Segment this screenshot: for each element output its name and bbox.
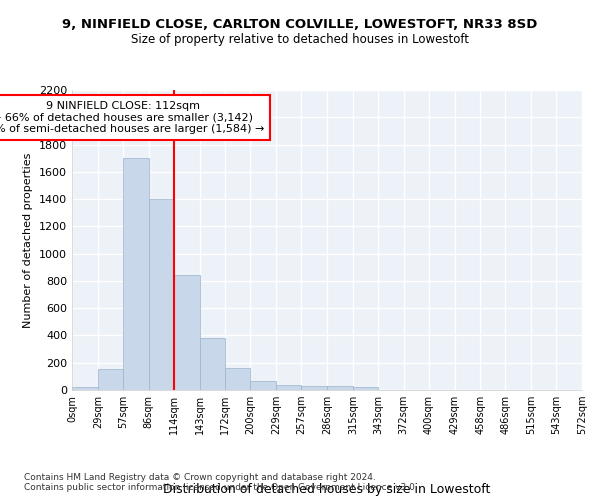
X-axis label: Distribution of detached houses by size in Lowestoft: Distribution of detached houses by size …	[163, 483, 491, 496]
Text: 9 NINFIELD CLOSE: 112sqm
← 66% of detached houses are smaller (3,142)
33% of sem: 9 NINFIELD CLOSE: 112sqm ← 66% of detach…	[0, 101, 265, 134]
Y-axis label: Number of detached properties: Number of detached properties	[23, 152, 34, 328]
Bar	[276, 384, 301, 390]
Bar	[226, 368, 250, 390]
Bar	[250, 381, 276, 390]
Bar	[199, 338, 226, 390]
Bar	[98, 369, 123, 390]
Bar	[327, 386, 353, 390]
Text: Size of property relative to detached houses in Lowestoft: Size of property relative to detached ho…	[131, 32, 469, 46]
Bar	[123, 158, 149, 390]
Bar	[353, 388, 378, 390]
Text: Contains public sector information licensed under the Open Government Licence v3: Contains public sector information licen…	[24, 484, 418, 492]
Text: 9, NINFIELD CLOSE, CARLTON COLVILLE, LOWESTOFT, NR33 8SD: 9, NINFIELD CLOSE, CARLTON COLVILLE, LOW…	[62, 18, 538, 30]
Text: Contains HM Land Registry data © Crown copyright and database right 2024.: Contains HM Land Registry data © Crown c…	[24, 472, 376, 482]
Bar	[149, 199, 173, 390]
Bar	[301, 386, 327, 390]
Bar	[173, 276, 199, 390]
Bar	[72, 388, 98, 390]
